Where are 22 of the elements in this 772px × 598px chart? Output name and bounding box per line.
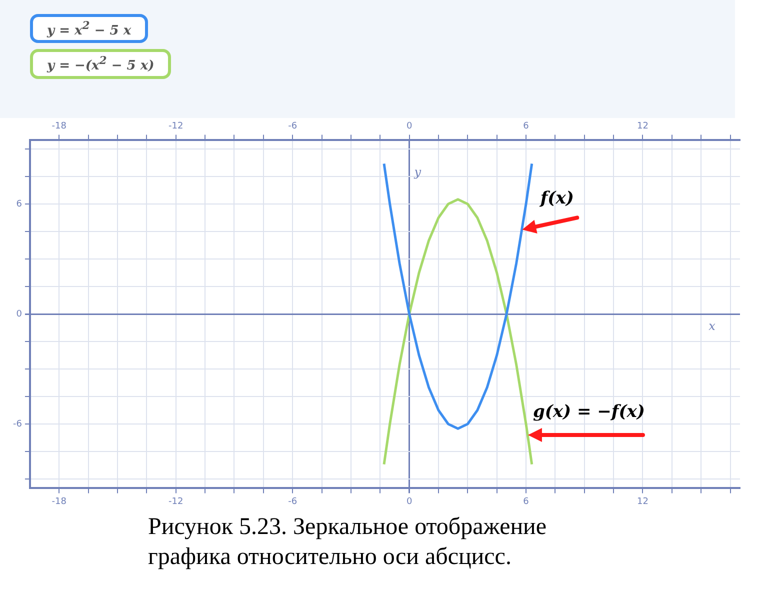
y-tick-label: 6 (16, 199, 22, 210)
text: y = −(x$^{2}$ − 5 x) (30, 49, 172, 79)
annotation: g(x) = −f(x) (532, 402, 645, 422)
y-tick-label: 0 (16, 309, 22, 320)
x2-tick-label: 12 (637, 496, 648, 507)
text: y = x$^{2}$ − 5 x (30, 14, 148, 44)
annotation: f(x) (539, 188, 574, 209)
x2-tick-label: 6 (523, 496, 530, 507)
x2-tick-label: -18 (52, 496, 67, 507)
x2-tick-label: -12 (168, 496, 184, 507)
x-tick-label: -12 (168, 122, 184, 132)
x2-tick-label: -6 (288, 496, 298, 507)
x-tick-label: 12 (637, 122, 648, 132)
y-tick-label: -6 (12, 419, 22, 430)
y-axis-title: y (413, 164, 422, 179)
text: Рисунок 5.23. Зеркальное отображение графика относительно оси абсцисс. (148, 513, 548, 572)
x-tick-label: 6 (523, 122, 530, 132)
x-axis-title: x (708, 319, 716, 333)
x-tick-label: -18 (52, 122, 67, 132)
x-tick-label: 0 (406, 122, 412, 132)
x-tick-label: -6 (288, 122, 298, 132)
x2-tick-label: 0 (406, 496, 412, 507)
